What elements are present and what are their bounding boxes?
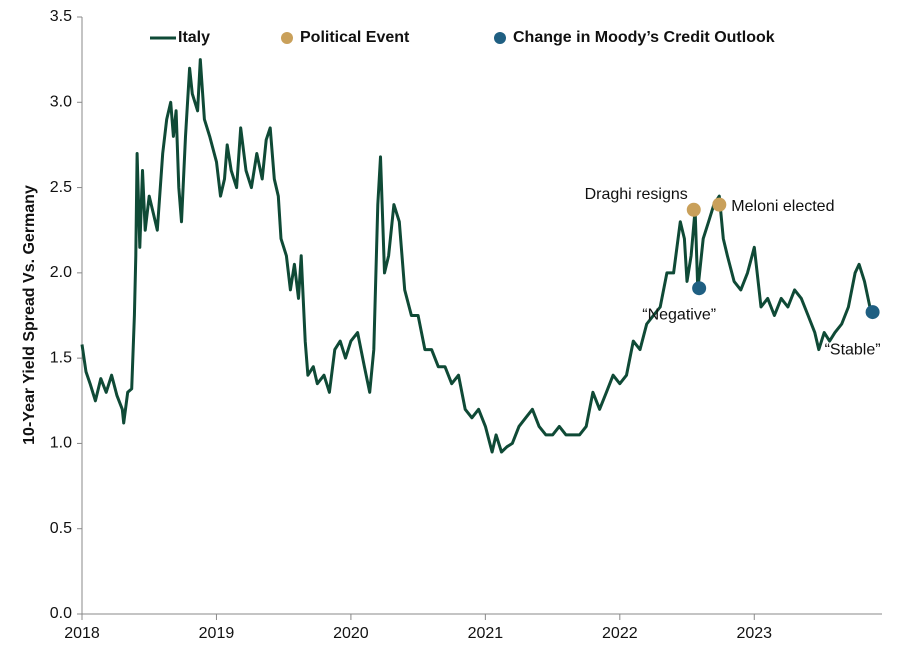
x-tick-label: 2020 [333,625,369,642]
y-tick-label: 1.5 [50,349,72,366]
legend-swatch [281,32,293,44]
event-point [692,281,707,296]
y-tick-label: 2.0 [50,264,72,281]
y-tick-label: 0.0 [50,605,72,622]
event-point [686,202,701,217]
annotation: Meloni elected [731,198,834,215]
annotation: “Negative” [642,306,716,323]
legend-label: Political Event [300,29,410,46]
legend-swatch [494,32,506,44]
y-tick-label: 0.5 [50,520,72,537]
x-tick-label: 2021 [468,625,504,642]
annotation: “Stable” [825,341,881,358]
x-tick-label: 2023 [736,625,772,642]
y-tick-label: 3.0 [50,94,72,111]
y-tick-label: 1.0 [50,435,72,452]
event-point [712,197,727,212]
y-tick-label: 3.5 [50,8,72,25]
legend-label: Italy [178,29,210,46]
x-tick-label: 2022 [602,625,638,642]
annotation: Draghi resigns [585,186,688,203]
legend-label: Change in Moody’s Credit Outlook [513,29,775,46]
x-tick-label: 2018 [64,625,100,642]
x-tick-label: 2019 [199,625,235,642]
line-series [80,58,877,454]
y-tick-label: 2.5 [50,179,72,196]
y-axis-title: 10-Year Yield Spread Vs. Germany [21,185,38,445]
event-point [865,305,880,320]
